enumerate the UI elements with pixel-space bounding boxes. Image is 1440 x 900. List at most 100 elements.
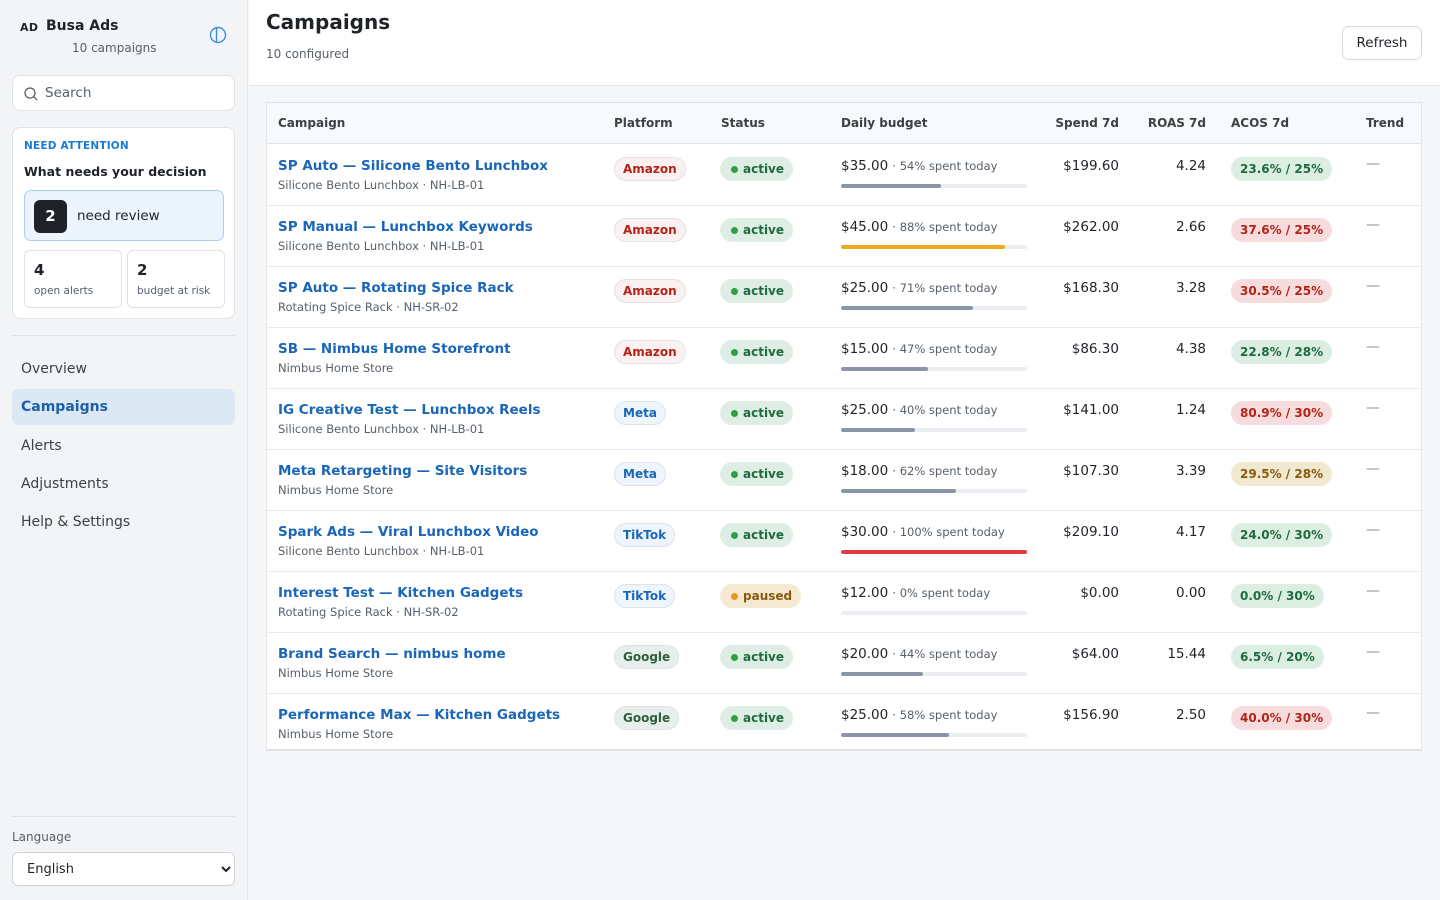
budget-progress-bar [841,306,1027,310]
roas-7d: 4.38 [1175,341,1206,357]
nav-item-help-settings[interactable]: Help & Settings [21,514,131,530]
nav-item-overview[interactable]: Overview [21,361,87,377]
language-select[interactable]: English [12,852,235,886]
table-row[interactable]: SP Auto — Silicone Bento Lunchbox Silicon… [267,145,1421,206]
brand-subtitle: 10 campaigns [72,41,157,55]
campaign-name-link[interactable]: SP Manual — Lunchbox Keywords [278,219,533,235]
campaign-name-link[interactable]: Spark Ads — Viral Lunchbox Video [278,524,539,540]
table-header: Campaign Platform Status Daily budget Sp… [267,103,1421,144]
campaign-name-link[interactable]: SP Auto — Silicone Bento Lunchbox [278,158,548,174]
daily-budget-amount: $25.00 [841,707,889,723]
daily-budget-amount: $35.00 [841,158,889,174]
platform-badge: TikTok [614,584,676,608]
page-header: Campaigns 10 configured Refresh [249,0,1440,86]
status-badge: active [720,279,794,303]
campaign-product: Nimbus Home Store [278,483,394,497]
campaign-product: Silicone Bento Lunchbox · NH-LB-01 [278,239,485,253]
daily-budget-amount: $15.00 [841,341,889,357]
daily-budget-spent: · 54% spent today [892,159,998,173]
campaign-product: Nimbus Home Store [278,727,394,741]
daily-budget-amount: $30.00 [841,524,889,540]
sidebar-divider [12,335,235,336]
trend-indicator: — [1366,705,1380,721]
column-header-trend[interactable]: Trend [1366,116,1405,130]
daily-budget: $45.00 · 88% spent today [841,219,997,235]
roas-7d: 2.66 [1175,219,1206,235]
budget-progress-bar [841,428,1027,432]
daily-budget-spent: · 0% spent today [892,586,991,600]
status-badge: active [720,218,794,242]
spend-7d: $64.00 [1071,646,1119,662]
daily-budget: $20.00 · 44% spent today [841,646,997,662]
table-row[interactable]: Brand Search — nimbus home Nimbus Home St… [267,633,1421,694]
campaign-name-link[interactable]: Performance Max — Kitchen Gadgets [278,707,561,723]
campaign-name-link[interactable]: Brand Search — nimbus home [278,646,506,662]
table-row[interactable]: SP Auto — Rotating Spice Rack Rotating Sp… [267,267,1421,328]
need-review-label: need review [77,208,160,224]
column-header-platform[interactable]: Platform [614,116,673,130]
budget-progress-fill [841,367,929,371]
campaign-product: Silicone Bento Lunchbox · NH-LB-01 [278,422,485,436]
table-row[interactable]: Meta Retargeting — Site Visitors Nimbus H… [267,450,1421,511]
open-alerts-card[interactable]: 4 open alerts [24,250,122,308]
campaign-name-link[interactable]: SB — Nimbus Home Storefront [278,341,511,357]
campaign-product: Rotating Spice Rack · NH-SR-02 [278,605,459,619]
roas-7d: 0.00 [1175,585,1206,601]
table-row[interactable]: SP Manual — Lunchbox Keywords Silicone Be… [267,206,1421,267]
daily-budget: $25.00 · 58% spent today [841,707,997,723]
spend-7d: $156.90 [1063,707,1119,723]
budget-progress-bar [841,672,1027,676]
table-row[interactable]: Interest Test — Kitchen Gadgets Rotating … [267,572,1421,633]
spend-7d: $0.00 [1080,585,1119,601]
nav-item-alerts[interactable]: Alerts [21,438,62,454]
sidebar: AD Busa Ads 10 campaigns NEED ATTENTION … [0,0,248,900]
campaign-name-link[interactable]: SP Auto — Rotating Spice Rack [278,280,514,296]
status-badge: active [720,340,794,364]
platform-badge: Amazon [614,157,686,181]
nav-item-adjustments[interactable]: Adjustments [21,476,109,492]
budget-at-risk-label: budget at risk [137,285,211,297]
budget-progress-bar [841,611,1027,615]
trend-indicator: — [1366,644,1380,660]
table-row[interactable]: IG Creative Test — Lunchbox Reels Silicon… [267,389,1421,450]
brand-badge: AD [20,21,39,34]
daily-budget-spent: · 44% spent today [892,647,998,661]
status-badge: active [720,645,794,669]
table-row[interactable]: Performance Max — Kitchen Gadgets Nimbus … [267,694,1421,755]
acos-7d-badge: 22.8% / 28% [1231,340,1333,364]
daily-budget-amount: $12.00 [841,585,889,601]
campaign-name-link[interactable]: Meta Retargeting — Site Visitors [278,463,528,479]
spend-7d: $168.30 [1063,280,1119,296]
budget-progress-bar [841,184,1027,188]
need-review-count: 2 [34,200,67,233]
daily-budget-amount: $18.00 [841,463,889,479]
campaign-name-link[interactable]: IG Creative Test — Lunchbox Reels [278,402,541,418]
need-review-card[interactable]: 2 need review [24,190,224,241]
status-badge: active [720,157,794,181]
trend-indicator: — [1366,583,1380,599]
column-header-campaign[interactable]: Campaign [278,116,346,130]
column-header-status[interactable]: Status [721,116,765,130]
campaign-product: Nimbus Home Store [278,666,394,680]
status-badge: active [720,706,794,730]
search-input[interactable] [45,83,225,103]
main-content: Campaigns 10 configured Refresh Campaign… [249,0,1440,900]
sidebar-footer-divider [12,816,235,817]
spend-7d: $107.30 [1063,463,1119,479]
sidebar-collapse-icon[interactable] [209,26,227,44]
table-row[interactable]: SB — Nimbus Home Storefront Nimbus Home S… [267,328,1421,389]
acos-7d-badge: 23.6% / 25% [1231,157,1333,181]
budget-at-risk-card[interactable]: 2 budget at risk [127,250,225,308]
campaign-product: Silicone Bento Lunchbox · NH-LB-01 [278,178,485,192]
roas-7d: 3.28 [1175,280,1206,296]
daily-budget-spent: · 58% spent today [892,708,998,722]
nav-item-campaigns[interactable]: Campaigns [12,389,235,425]
column-header-spend-7d[interactable]: Spend 7d [1055,116,1119,130]
table-row[interactable]: Spark Ads — Viral Lunchbox Video Silicone… [267,511,1421,572]
column-header-acos-7d[interactable]: ACOS 7d [1231,116,1290,130]
refresh-button[interactable]: Refresh [1342,26,1422,60]
column-header-daily-budget[interactable]: Daily budget [841,116,928,130]
spend-7d: $209.10 [1063,524,1119,540]
campaign-name-link[interactable]: Interest Test — Kitchen Gadgets [278,585,523,601]
column-header-roas-7d[interactable]: ROAS 7d [1147,116,1206,130]
